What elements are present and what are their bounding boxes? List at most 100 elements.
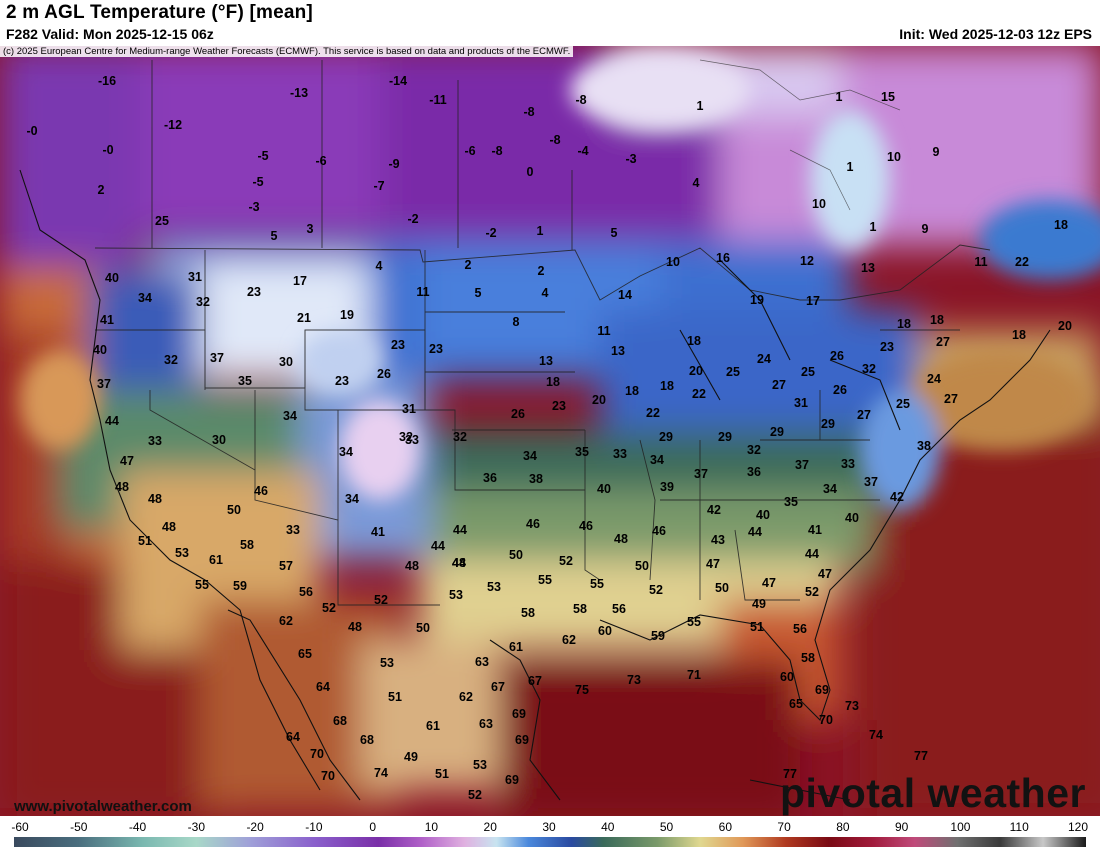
- map-title: 2 m AGL Temperature (°F) [mean]: [6, 2, 313, 23]
- temperature-label: 18: [1012, 328, 1026, 342]
- website-label[interactable]: www.pivotalweather.com: [14, 798, 192, 815]
- colorbar-tick-label: 0: [369, 820, 376, 834]
- temperature-label: -8: [523, 105, 534, 119]
- temperature-label: 5: [271, 229, 278, 243]
- temperature-label: 24: [757, 352, 771, 366]
- temperature-label: 55: [195, 578, 209, 592]
- temperature-label: 74: [869, 728, 883, 742]
- temperature-label: 52: [322, 601, 336, 615]
- temperature-label: 37: [795, 458, 809, 472]
- temperature-label: 1: [847, 160, 854, 174]
- temperature-label: 59: [233, 579, 247, 593]
- temperature-label: 20: [1058, 319, 1072, 333]
- temperature-label: 62: [562, 633, 576, 647]
- temperature-label: 61: [509, 640, 523, 654]
- temperature-label: 31: [794, 396, 808, 410]
- temperature-label: 32: [747, 443, 761, 457]
- temperature-label: 60: [780, 670, 794, 684]
- temperature-label: 26: [511, 407, 525, 421]
- temperature-label: 19: [340, 308, 354, 322]
- temperature-label: 48: [405, 559, 419, 573]
- temperature-label: -5: [257, 149, 268, 163]
- temperature-label: 35: [784, 495, 798, 509]
- colorbar-tick-label: 110: [1009, 820, 1029, 834]
- temperature-label: 29: [718, 430, 732, 444]
- temperature-label: 50: [635, 559, 649, 573]
- temperature-label: 38: [917, 439, 931, 453]
- temperature-label: 58: [573, 602, 587, 616]
- temperature-label: 11: [416, 285, 429, 299]
- colorbar-tick-label: 100: [950, 820, 971, 834]
- temperature-label: 12: [800, 254, 814, 268]
- valid-time: F282 Valid: Mon 2025-12-15 06z: [6, 26, 214, 42]
- temperature-label: 11: [974, 255, 987, 269]
- temperature-label: 44: [105, 414, 119, 428]
- temperature-label: -0: [26, 124, 37, 138]
- temperature-label: 13: [611, 344, 625, 358]
- temperature-label: 68: [360, 733, 374, 747]
- temperature-label: 47: [762, 576, 776, 590]
- temperature-label: 17: [293, 274, 307, 288]
- temperature-label: 32: [196, 295, 210, 309]
- temperature-label: 35: [575, 445, 589, 459]
- temperature-label: 40: [845, 511, 859, 525]
- temperature-label: 69: [815, 683, 829, 697]
- temperature-label: 47: [818, 567, 832, 581]
- temperature-label: 41: [100, 313, 114, 327]
- temperature-label: 50: [715, 581, 729, 595]
- temperature-label: 32: [453, 430, 467, 444]
- temperature-label: 20: [689, 364, 703, 378]
- temperature-label: 50: [227, 503, 241, 517]
- temperature-label: 25: [801, 365, 815, 379]
- temperature-label: 51: [388, 690, 402, 704]
- temperature-label: 1: [870, 220, 877, 234]
- temperature-label: 55: [687, 615, 701, 629]
- init-time: Init: Wed 2025-12-03 12z EPS: [899, 26, 1092, 42]
- temperature-label: 40: [93, 343, 107, 357]
- temperature-label: 18: [930, 313, 944, 327]
- temperature-label: 17: [806, 294, 820, 308]
- colorbar-tick-label: 20: [483, 820, 497, 834]
- temperature-label: 33: [613, 447, 627, 461]
- temperature-label: 34: [283, 409, 297, 423]
- temperature-label: 1: [697, 99, 704, 113]
- colorbar-tick-label: -20: [246, 820, 264, 834]
- temperature-label: 20: [592, 393, 606, 407]
- temperature-label: 65: [789, 697, 803, 711]
- temperature-label: 49: [404, 750, 418, 764]
- temperature-label: 53: [487, 580, 501, 594]
- temperature-label: 27: [772, 378, 786, 392]
- colorbar-tick-label: -10: [305, 820, 323, 834]
- temperature-label: 55: [538, 573, 552, 587]
- temperature-label: -16: [98, 74, 116, 88]
- colorbar-tick-label: 60: [718, 820, 733, 834]
- copyright-notice: (c) 2025 European Centre for Medium-rang…: [0, 46, 574, 57]
- temperature-label: 67: [491, 680, 505, 694]
- temperature-label: 75: [575, 683, 589, 697]
- temperature-label: -3: [248, 200, 259, 214]
- temperature-label: 46: [579, 519, 593, 533]
- temperature-label: 56: [612, 602, 626, 616]
- temperature-label: -14: [389, 74, 407, 88]
- temperature-label: 73: [627, 673, 641, 687]
- temperature-label: -6: [315, 154, 326, 168]
- temperature-label: 10: [812, 197, 826, 211]
- temperature-label: 14: [618, 288, 632, 302]
- temperature-label: 77: [914, 749, 928, 763]
- temperature-label: 23: [552, 399, 566, 413]
- colorbar-tick-label: -40: [128, 820, 147, 834]
- temperature-label: 13: [861, 261, 875, 275]
- temperature-label: 10: [887, 150, 901, 164]
- temperature-label: -13: [290, 86, 308, 100]
- temperature-label: 5: [611, 226, 618, 240]
- temperature-label: 60: [598, 624, 612, 638]
- temperature-label: 26: [830, 349, 844, 363]
- temperature-label: 52: [374, 593, 388, 607]
- temperature-label: 40: [597, 482, 611, 496]
- colorbar-tick-label: 50: [659, 820, 674, 834]
- colorbar-tick-label: -50: [70, 820, 88, 834]
- temperature-label: 32: [862, 362, 876, 376]
- temperature-label: -5: [252, 175, 263, 189]
- temperature-label: 37: [210, 351, 224, 365]
- temperature-label: 30: [212, 433, 226, 447]
